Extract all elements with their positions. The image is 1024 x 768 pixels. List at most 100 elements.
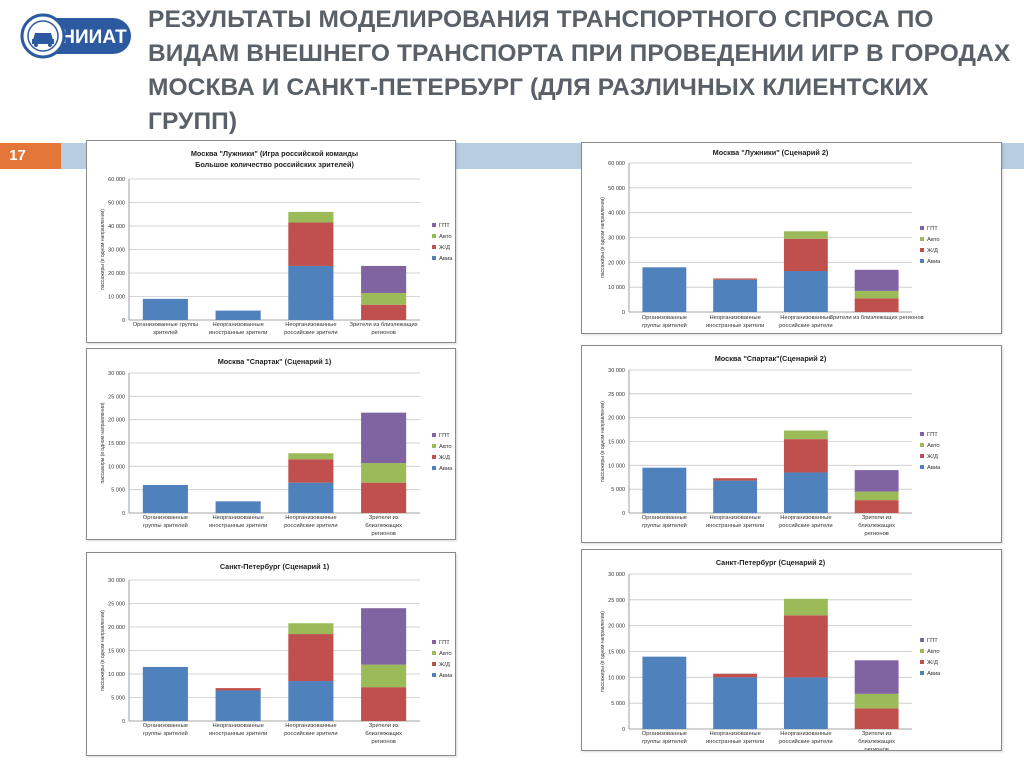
y-tick-label: 60 000 — [108, 177, 125, 183]
category-label: российские зрители — [779, 738, 833, 745]
category-label: близлежащих — [858, 523, 895, 529]
chart-spartak-scenario-1: Москва "Спартак" (Сценарий 1) 0 5 000 10 00… — [86, 348, 456, 540]
legend-label: ГПТ — [927, 432, 938, 438]
category-label: группы зрителей — [642, 738, 687, 745]
niiat-logo-graphic: НИИАТ — [20, 13, 131, 59]
bar-segment — [783, 615, 828, 678]
legend-label: Ж/Д — [439, 455, 450, 461]
legend-label: Авто — [927, 237, 940, 243]
bar-segment — [361, 265, 407, 293]
bar-segment — [142, 485, 188, 513]
chart-svg: Санкт-Петербург (Сценарий 2) 0 5 000 10 000… — [600, 558, 941, 750]
y-tick-label: 5 000 — [611, 487, 625, 493]
bar-segment — [713, 478, 758, 481]
y-tick-label: 0 — [122, 318, 125, 324]
legend-label: ГПТ — [927, 638, 938, 644]
category-label: Неорганизованные — [780, 731, 831, 737]
legend-swatch — [920, 649, 924, 653]
legend-label: Авто — [927, 443, 940, 449]
bar-segment — [642, 467, 687, 513]
bar-segment — [288, 681, 334, 721]
legend-swatch — [432, 433, 436, 437]
bar-segment — [854, 693, 899, 709]
y-axis-title: пассажиры (в одном направлении) — [100, 610, 106, 691]
bar-segment — [713, 279, 758, 312]
bar-segment — [783, 598, 828, 616]
legend-swatch — [920, 259, 924, 263]
bar-segment — [215, 690, 261, 721]
y-tick-label: 20 000 — [608, 416, 625, 422]
legend-label: ГПТ — [439, 433, 450, 439]
bar-segment — [854, 500, 899, 513]
legend-swatch — [920, 248, 924, 252]
bar-segment — [854, 290, 899, 299]
y-tick-label: 40 000 — [608, 211, 625, 217]
bar-segment — [361, 292, 407, 305]
chart-svg: Москва "Спартак" (Сценарий 1) 0 5 000 10 00… — [100, 357, 453, 537]
y-tick-label: 50 000 — [108, 201, 125, 207]
legend-label: Авто — [439, 444, 452, 450]
legend-swatch — [432, 223, 436, 227]
category-label: зрителей — [153, 329, 178, 336]
category-label: близлежащих — [365, 523, 402, 529]
bar-segment — [642, 656, 687, 729]
legend-swatch — [920, 465, 924, 469]
bar-segment — [288, 265, 334, 320]
legend-swatch — [432, 444, 436, 448]
y-tick-label: 5 000 — [611, 701, 625, 707]
bar-segment — [854, 708, 899, 729]
category-label: иностранные зрители — [706, 739, 764, 745]
y-tick-label: 50 000 — [608, 186, 625, 192]
legend-swatch — [432, 245, 436, 249]
legend-label: ГПТ — [927, 226, 938, 232]
chart-spartak-scenario-2: Москва "Спартак"(Сценарий 2) 0 5 000 10 000… — [581, 345, 1002, 543]
category-label: иностранные зрители — [209, 330, 267, 336]
legend-label: Авиа — [927, 465, 941, 471]
category-label: Зрители из — [369, 723, 399, 729]
bar-segment — [361, 664, 407, 688]
y-axis-title: пассажиры (в одном направлении) — [100, 402, 106, 483]
category-label: Неорганизованные — [780, 515, 831, 521]
y-axis-title: пассажиры (в одном направлении) — [600, 611, 606, 692]
y-tick-label: 30 000 — [608, 236, 625, 242]
category-label: Неорганизованные — [709, 731, 760, 737]
chart-title: Москва "Спартак" (Сценарий 1) — [218, 357, 332, 366]
y-tick-label: 60 000 — [608, 161, 625, 167]
bar-segment — [854, 470, 899, 492]
bar-segment — [288, 634, 334, 682]
chart-title: Санкт-Петербург (Сценарий 1) — [220, 562, 330, 571]
bar-segment — [783, 472, 828, 513]
bar-segment — [288, 453, 334, 460]
bar-segment — [288, 623, 334, 635]
category-label: Зрители из — [862, 731, 892, 737]
category-label: регионов — [864, 747, 889, 750]
y-tick-label: 0 — [122, 511, 125, 517]
category-label: Организованные — [143, 723, 188, 729]
y-tick-label: 0 — [622, 727, 625, 733]
category-label: группы зрителей — [642, 322, 687, 329]
chart-luzhniki-scenario-2: Москва "Лужники" (Сценарий 2) 0 10 000 20 0… — [581, 142, 1002, 334]
category-label: иностранные зрители — [706, 523, 764, 529]
bar-segment — [854, 298, 899, 312]
category-label: Организованные группы — [133, 322, 198, 328]
legend-swatch — [432, 673, 436, 677]
legend-label: Авто — [927, 649, 940, 655]
legend-label: Ж/Д — [927, 454, 938, 460]
category-label: группы зрителей — [642, 522, 687, 529]
bar-segment — [713, 278, 758, 280]
bar-segment — [215, 310, 261, 320]
chart-spb-scenario-1: Санкт-Петербург (Сценарий 1) 0 5 000 10 000… — [86, 552, 456, 756]
car-icon — [33, 33, 53, 40]
category-label: регионов — [371, 330, 396, 336]
y-tick-label: 5 000 — [111, 488, 125, 494]
y-tick-label: 30 000 — [608, 368, 625, 374]
chart-luzhniki-main: Москва "Лужники" (Игра российской команд… — [86, 140, 456, 343]
category-label: Неорганизованные — [285, 723, 336, 729]
category-label: Организованные — [642, 731, 687, 737]
page-title: РЕЗУЛЬТАТЫ МОДЕЛИРОВАНИЯ ТРАНСПОРТНОГО С… — [148, 6, 1011, 135]
bar-segment — [361, 304, 407, 320]
bar-segment — [215, 688, 261, 691]
bar-segment — [642, 267, 687, 312]
chart-title: Москва "Спартак"(Сценарий 2) — [715, 354, 827, 363]
category-label: иностранные зрители — [706, 323, 764, 329]
